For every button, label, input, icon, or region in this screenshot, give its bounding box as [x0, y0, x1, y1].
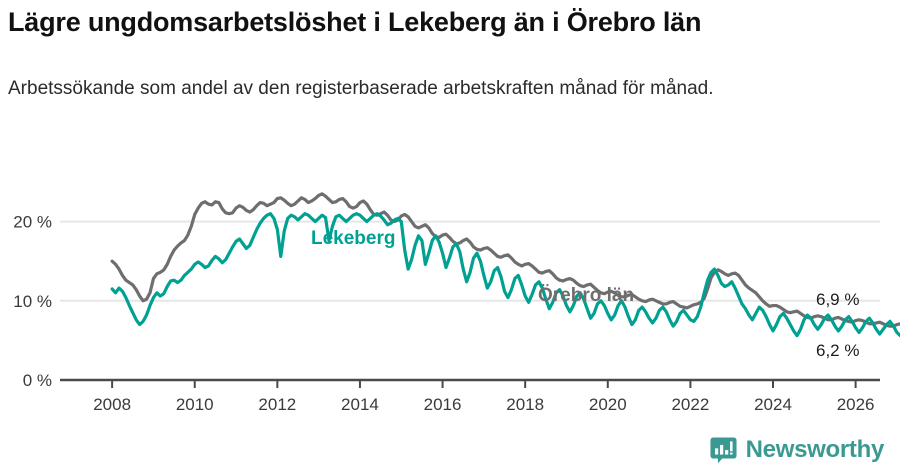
y-tick-label: 10 %: [13, 292, 52, 311]
x-tick-label: 2024: [754, 395, 792, 414]
x-tick-label: 2026: [837, 395, 875, 414]
gridlines: [60, 220, 880, 302]
x-tick-label: 2020: [589, 395, 627, 414]
chart-subtitle: Arbetssökande som andel av den registerb…: [8, 78, 714, 99]
x-tick-label: 2010: [176, 395, 214, 414]
newsworthy-logo[interactable]: Newsworthy: [710, 436, 884, 464]
bar-chart-bubble-icon: [710, 436, 737, 463]
chart-plot-area: 0 % 10 % 20 % 2008 2010 2012 2014 2016 2018 2020…: [0, 170, 900, 420]
series-lines: [110, 192, 900, 338]
y-tick-label: 20 %: [13, 213, 52, 232]
x-tick-label: 2008: [93, 395, 131, 414]
x-tick-label: 2018: [506, 395, 544, 414]
end-value-orebro-lan: 6,9 %: [816, 290, 859, 309]
y-tick-label: 0 %: [23, 371, 52, 390]
y-axis-labels: 0 % 10 % 20 %: [13, 213, 52, 390]
line-chart-svg: 0 % 10 % 20 % 2008 2010 2012 2014 2016 2018 2020…: [13, 192, 900, 414]
x-tick-label: 2022: [671, 395, 709, 414]
x-axis-labels: 2008 2010 2012 2014 2016 2018 2020 2022 2024 2026: [93, 395, 874, 414]
x-tick-label: 2012: [258, 395, 296, 414]
x-tick-label: 2014: [341, 395, 379, 414]
series-label-orebro-lan: Örebro län: [538, 285, 634, 306]
logo-wordmark: Newsworthy: [745, 436, 885, 463]
series-line-lekeberg: [110, 212, 900, 338]
series-label-lekeberg: Lekeberg: [311, 228, 395, 249]
x-tick-label: 2016: [424, 395, 462, 414]
page-title: Lägre ungdomsarbetslöshet i Lekeberg än …: [8, 7, 702, 37]
x-axis: [60, 378, 880, 388]
series-line-örebro-län: [110, 192, 900, 328]
end-value-lekeberg: 6,2 %: [816, 341, 859, 360]
